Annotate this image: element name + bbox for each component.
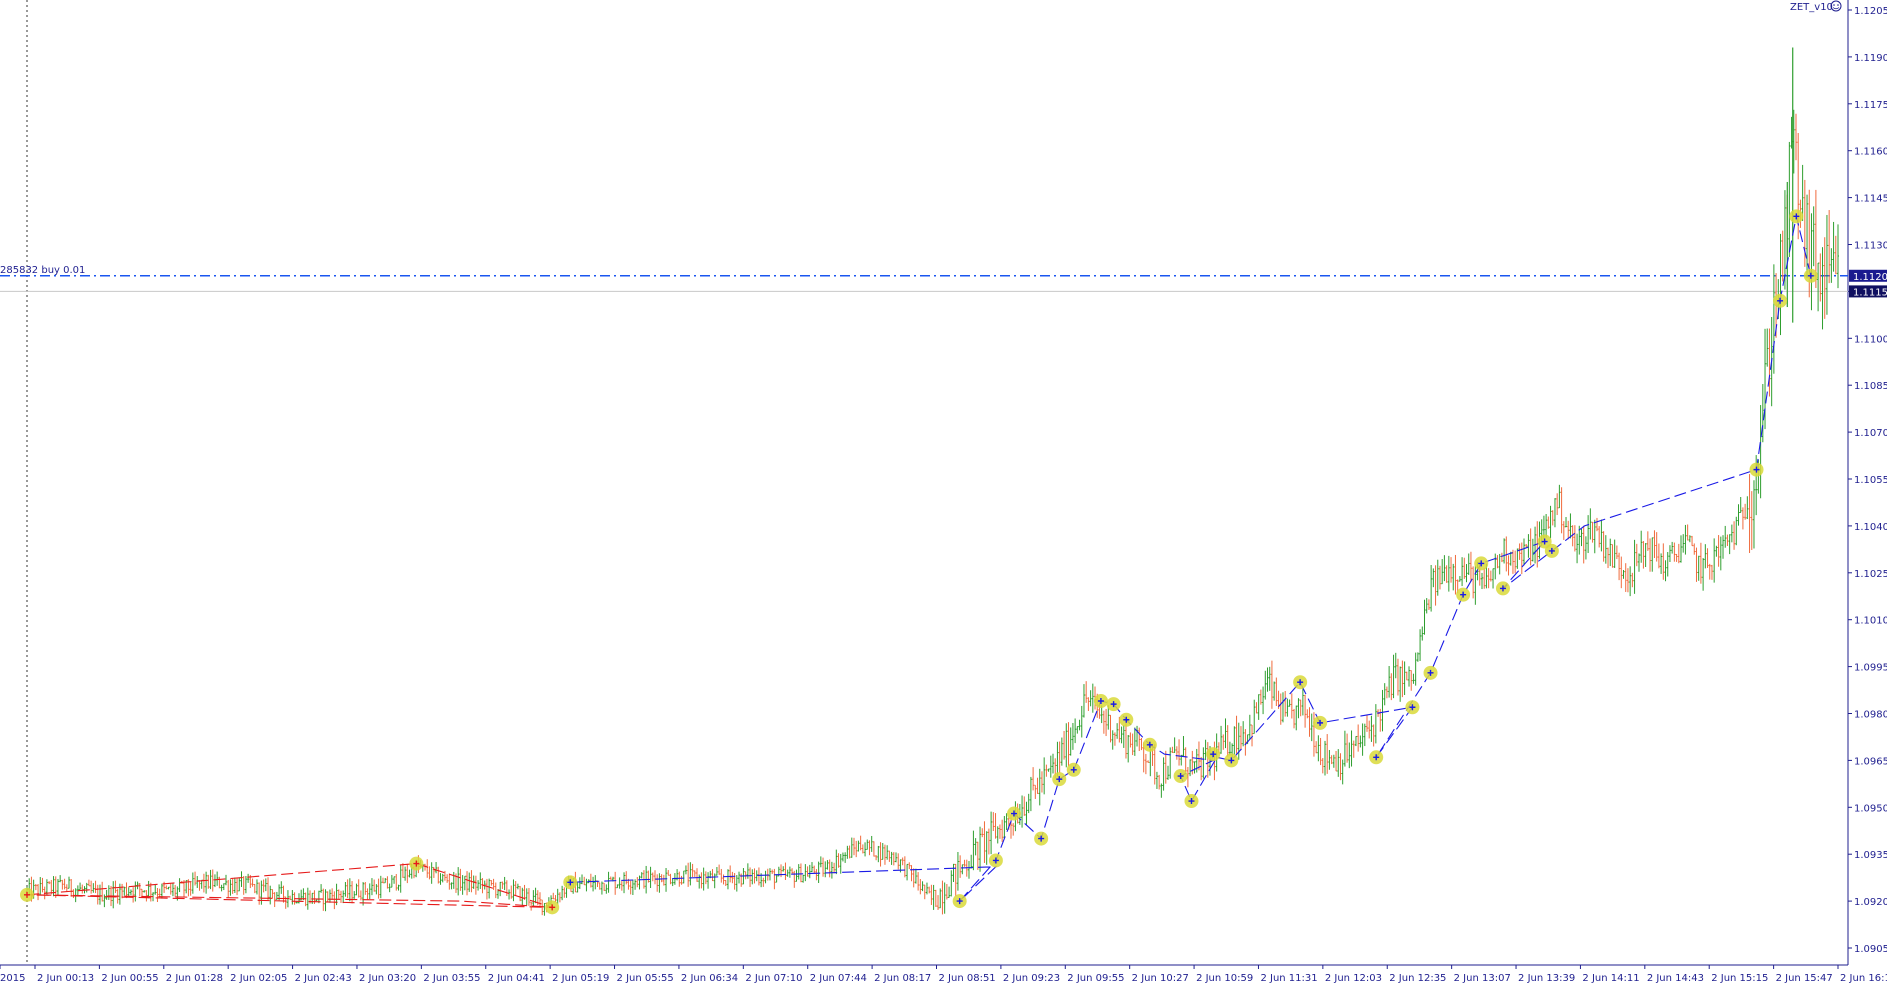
time-tick-label: 2 Jun 15:15 [1711,973,1768,984]
time-tick-label: 2 Jun 05:19 [552,973,609,984]
time-tick-label: 2 Jun 10:59 [1196,973,1253,984]
time-tick-label: 2 Jun 15:47 [1776,973,1833,984]
price-tick-label: 1.1070 [1854,428,1887,439]
time-tick-label: 2 Jun 08:17 [874,973,931,984]
signal-cross-icon [1793,213,1800,220]
signal-cross-icon [1210,751,1217,758]
price-tick-label: 1.1025 [1854,569,1887,580]
price-tick-label: 1.0965 [1854,756,1887,767]
signal-cross-icon [992,857,999,864]
price-tick-label: 1.0995 [1854,663,1887,674]
order-price-tag-label: 1.1120 [1853,272,1887,283]
order-price-tag [1849,269,1887,282]
signal-cross-icon [1188,798,1195,805]
time-tick-label: 2 Jun 11:31 [1260,973,1317,984]
time-tick-label: 2 Jun 06:34 [681,973,738,984]
price-tick-label: 1.0935 [1854,850,1887,861]
time-tick-label: 2 Jun 09:23 [1003,973,1060,984]
time-tick-label: 2 Jun 02:43 [295,973,352,984]
signal-cross-icon [24,891,30,898]
signal-cross-icon [1777,297,1784,304]
signal-cross-icon [1807,272,1814,279]
price-tick-label: 1.0980 [1854,710,1887,721]
signal-cross-icon [1110,701,1117,708]
time-tick-label: 2 Jun 10:27 [1132,973,1189,984]
time-tick-label: 2 Jun 09:55 [1067,973,1124,984]
time-tick-label: 2 Jun 07:44 [810,973,867,984]
price-tick-label: 1.0920 [1854,897,1887,908]
signal-cross-icon [1097,697,1104,704]
time-tick-label: 2 Jun 03:55 [423,973,480,984]
smiley-icon [1830,0,1842,12]
time-tick-label: 2 Jun 01:28 [166,973,223,984]
bid-price-tag-label: 1.1115 [1853,287,1887,298]
signal-cross-icon [1317,719,1324,726]
price-tick-label: 1.1130 [1854,241,1887,252]
price-tick-label: 1.1175 [1854,100,1887,111]
signal-cross-icon [1010,810,1017,817]
signal-cross-icon [1548,547,1555,554]
signal-cross-icon [1177,773,1184,780]
signal-cross-icon [1460,591,1467,598]
time-tick-label: 2 Jun 12:03 [1325,973,1382,984]
signal-cross-icon [1373,754,1380,761]
price-tick-label: 1.1205 [1854,6,1887,17]
signal-cross-icon [1753,466,1760,473]
zigzag-group [26,216,1812,908]
time-tick-label: 2 Jun 07:10 [745,973,802,984]
zigzag-buy-line [570,216,1812,902]
price-tick-label: 1.1160 [1854,147,1887,158]
price-axis: 1.1205 1.1190 1.1175 1.1160 1.1145 1.1130 1.11… [1848,6,1887,955]
time-tick-label: 2 Jun 00:55 [101,973,158,984]
time-tick-label: 2 Jun 04:41 [488,973,545,984]
time-tick-label: 2 Jun 08:51 [939,973,996,984]
price-tick-label: 1.1040 [1854,522,1887,533]
price-tick-label: 1.0950 [1854,803,1887,814]
price-tick-label: 1.0905 [1854,944,1887,955]
signal-cross-icon [956,898,963,905]
signal-cross-icon [1228,757,1235,764]
signal-cross-icon [1146,741,1153,748]
time-tick-label: 2 Jun 14:11 [1582,973,1639,984]
time-tick-label: 2015 [0,973,25,984]
price-tick-label: 1.1190 [1854,53,1887,64]
time-tick-label: 2 Jun 02:05 [230,973,287,984]
zigzag-sell-line [26,863,553,908]
time-tick-label: 2 Jun 05:55 [617,973,674,984]
time-tick-label: 2 Jun 12:35 [1389,973,1446,984]
signal-cross-icon [1070,766,1077,773]
time-tick-label: 2 Jun 00:13 [37,973,94,984]
signal-cross-icon [1478,560,1485,567]
signal-cross-icon [1541,538,1548,545]
time-tick-label: 2 Jun 13:07 [1454,973,1511,984]
price-tick-label: 1.1055 [1854,475,1887,486]
time-tick-label: 2 Jun 13:39 [1518,973,1575,984]
time-axis: 2015 2 Jun 00:13 2 Jun 00:55 2 Jun 01:28 2 J… [0,965,1887,984]
signal-cross-icon [413,860,420,867]
signal-cross-icon [1499,585,1506,592]
signal-cross-icon [567,879,574,886]
signal-cross-icon [1409,704,1416,711]
signal-cross-icon [1297,679,1304,686]
signal-cross-icon [1038,835,1045,842]
time-tick-label: 2 Jun 16:19 [1840,973,1887,984]
signal-cross-icon [549,904,556,911]
signal-cross-icon [1427,669,1434,676]
price-tick-label: 1.1145 [1854,194,1887,205]
time-tick-label: 2 Jun 14:43 [1647,973,1704,984]
price-tick-label: 1.1100 [1854,334,1887,345]
price-tick-label: 1.1010 [1854,616,1887,627]
indicator-label: ZET_v10 [1790,2,1833,13]
plot-background [0,0,1848,965]
price-tick-label: 1.1085 [1854,381,1887,392]
time-tick-label: 2 Jun 03:20 [359,973,416,984]
signal-cross-icon [1056,776,1063,783]
order-label[interactable]: 285832 buy 0.01 [0,265,85,276]
markers-group[interactable] [20,209,1818,915]
bid-price-tag [1849,285,1887,298]
signal-cross-icon [1123,716,1130,723]
